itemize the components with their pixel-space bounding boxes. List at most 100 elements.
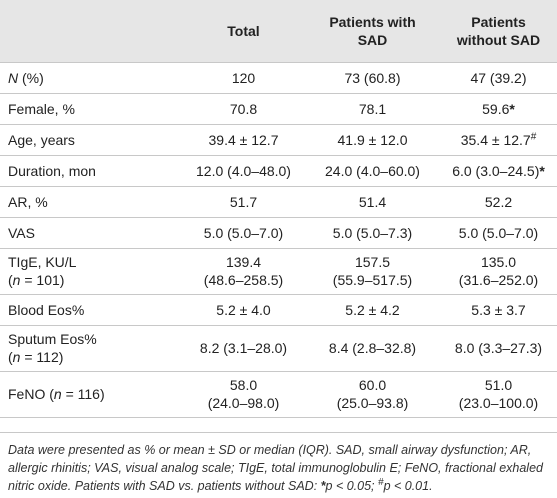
text-run: N	[8, 69, 19, 86]
text-run: n	[12, 272, 21, 288]
header-line: SAD	[357, 31, 388, 48]
text-run: Duration, mon	[8, 162, 96, 179]
text-run: 59.6	[482, 100, 510, 117]
table-cell: 52.2	[440, 186, 557, 218]
text-run: *	[320, 478, 326, 493]
header-row: Total Patients with SAD Patients without SAD	[0, 0, 557, 63]
header-cell: Total	[182, 0, 305, 63]
text-run: *	[539, 162, 545, 179]
cell-line: 73 (60.8)	[311, 69, 434, 87]
cell-line: 135.0	[446, 253, 551, 271]
text-run: 5.0 (5.0–7.0)	[203, 224, 284, 241]
cell-line: 5.2 ± 4.2	[311, 301, 434, 319]
text-run: (	[8, 349, 13, 365]
text-run: 24.0 (4.0–60.0)	[325, 162, 420, 179]
table-cell: 51.0 (23.0–100.0)	[440, 371, 557, 418]
cell-line: 51.7	[188, 193, 299, 211]
text-run: TIgE, KU/L	[8, 254, 77, 270]
text-run: 5.2 ± 4.0	[216, 301, 271, 318]
cell-line: 8.0 (3.3–27.3)	[446, 339, 551, 357]
text-run: 5.2 ± 4.2	[345, 301, 400, 318]
text-run: n	[53, 386, 62, 402]
text-run: Age, years	[8, 131, 75, 148]
text-run: Female, %	[8, 100, 75, 117]
data-table: Total Patients with SAD Patients without SAD…	[0, 0, 557, 418]
text-run: 5.0 (5.0–7.0)	[458, 224, 539, 241]
table-cell: 59.6*	[440, 93, 557, 125]
text-run: (	[8, 272, 13, 288]
cell-line: 51.4	[311, 193, 434, 211]
text-run: n	[12, 349, 21, 365]
cell-line: 5.3 ± 3.7	[446, 301, 551, 319]
cell-line: 59.6*	[446, 100, 551, 118]
text-run: = 112)	[20, 349, 64, 365]
table-row: Duration, mon 12.0 (4.0–48.0) 24.0 (4.0–60…	[0, 155, 557, 187]
row-label: Duration, mon	[0, 155, 182, 187]
cell-line: 60.0	[311, 376, 434, 394]
header-line: Patients	[471, 13, 526, 30]
cell-line: VAS	[8, 224, 176, 242]
text-run: 139.4	[225, 254, 262, 270]
table-row: N (%) 120 73 (60.8) 47 (39.2)	[0, 62, 557, 94]
text-run: (31.6–252.0)	[458, 272, 539, 288]
cell-line: Female, %	[8, 100, 176, 118]
text-run: 35.4 ± 12.7	[460, 131, 531, 148]
text-run: = 101)	[20, 272, 65, 288]
cell-line: 5.2 ± 4.0	[188, 301, 299, 319]
text-run: p < 0.05;	[325, 478, 378, 493]
table-cell: 51.4	[305, 186, 440, 218]
text-run: 51.4	[358, 193, 387, 210]
cell-line: (24.0–98.0)	[188, 394, 299, 412]
table-cell: 35.4 ± 12.7#	[440, 124, 557, 156]
table-cell: 6.0 (3.0–24.5)*	[440, 155, 557, 187]
cell-line: 47 (39.2)	[446, 69, 551, 87]
cell-line: 157.5	[311, 253, 434, 271]
text-run: 8.2 (3.1–28.0)	[199, 340, 288, 356]
text-run: (48.6–258.5)	[203, 272, 284, 288]
cell-line: 58.0	[188, 376, 299, 394]
table-cell: 120	[182, 62, 305, 94]
header-line: Total	[227, 22, 260, 39]
cell-line: (48.6–258.5)	[188, 271, 299, 289]
table-cell: 157.5 (55.9–517.5)	[305, 248, 440, 295]
cell-line: N (%)	[8, 69, 176, 87]
text-run: (25.0–93.8)	[336, 395, 409, 411]
text-run: Sputum Eos%	[8, 331, 97, 347]
row-label: Blood Eos%	[0, 294, 182, 326]
header-cell: Patients with SAD	[305, 0, 440, 63]
text-run: Data were presented as % or mean ± SD or…	[8, 442, 543, 493]
table-cell: 51.7	[182, 186, 305, 218]
cell-line: 41.9 ± 12.0	[311, 131, 434, 149]
text-run: (%)	[18, 69, 44, 86]
text-run: 8.0 (3.3–27.3)	[454, 340, 543, 356]
cell-line: (23.0–100.0)	[446, 394, 551, 412]
text-run: VAS	[8, 224, 35, 241]
cell-line: FeNO (n = 116)	[8, 385, 176, 403]
text-run: 70.8	[229, 100, 258, 117]
cell-line: 5.0 (5.0–7.0)	[188, 224, 299, 242]
text-run: 39.4 ± 12.7	[208, 131, 279, 148]
text-run: *	[509, 100, 515, 117]
text-run: 78.1	[358, 100, 387, 117]
header-cell	[0, 0, 182, 63]
table-row: AR, % 51.7 51.4 52.2	[0, 186, 557, 218]
text-run: 47 (39.2)	[470, 69, 527, 86]
cell-line: 6.0 (3.0–24.5)*	[446, 162, 551, 180]
table-cell: 47 (39.2)	[440, 62, 557, 94]
text-run: 157.5	[354, 254, 391, 270]
cell-line: 120	[188, 69, 299, 87]
table-cell: 70.8	[182, 93, 305, 125]
text-run: 41.9 ± 12.0	[337, 131, 408, 148]
table-row: VAS 5.0 (5.0–7.0) 5.0 (5.0–7.3) 5.0 (5.0–7.…	[0, 217, 557, 249]
row-label: Female, %	[0, 93, 182, 125]
row-label: Sputum Eos% (n = 112)	[0, 325, 182, 372]
text-run: 73 (60.8)	[344, 69, 401, 86]
text-run: 51.7	[229, 193, 258, 210]
header-cell: Patients without SAD	[440, 0, 557, 63]
cell-line: 70.8	[188, 100, 299, 118]
header-line: Patients with	[329, 13, 416, 30]
cell-line: 24.0 (4.0–60.0)	[311, 162, 434, 180]
table-row: Age, years 39.4 ± 12.7 41.9 ± 12.0 35.4 ± 1…	[0, 124, 557, 156]
text-run: 135.0	[480, 254, 517, 270]
cell-line: AR, %	[8, 193, 176, 211]
